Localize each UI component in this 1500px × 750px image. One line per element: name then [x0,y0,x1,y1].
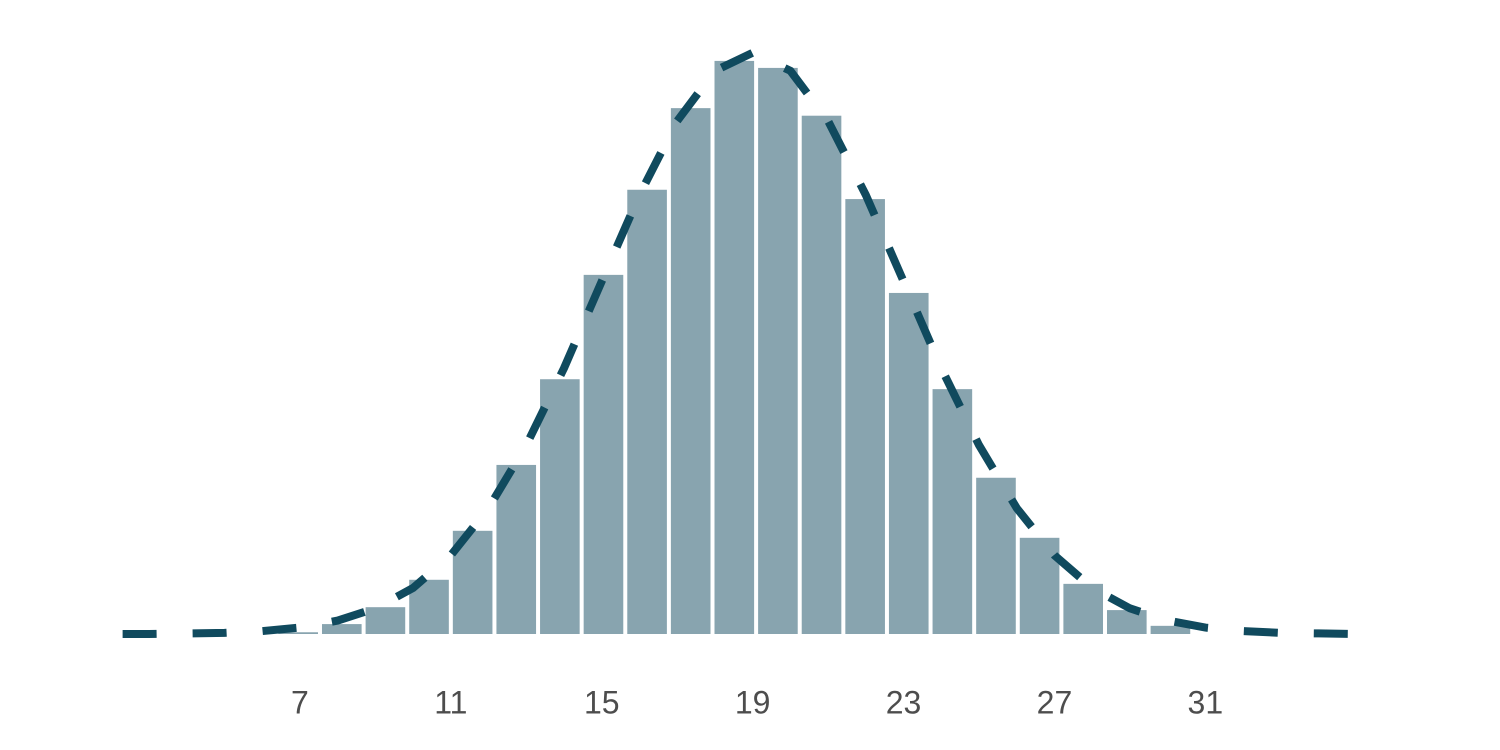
bar [888,292,929,634]
bar [1150,625,1191,634]
bar [321,624,362,634]
bar [278,632,318,634]
bar [670,108,711,634]
x-tick-label: 27 [1037,684,1073,720]
x-tick-label: 15 [584,684,620,720]
bar [583,274,624,634]
bar [714,60,755,634]
bar [540,379,580,634]
bar [496,464,537,634]
x-tick-label: 23 [886,684,922,720]
bar [845,199,885,634]
x-tick-label: 11 [434,684,467,720]
bar [365,607,406,634]
bar [1063,583,1104,634]
bar [1107,610,1147,634]
bar [1019,537,1060,634]
x-tick-label: 7 [291,684,309,720]
bar [932,389,973,634]
bar [976,477,1016,634]
bar [801,115,842,634]
bar [758,67,798,635]
bar [627,189,667,634]
x-tick-label: 31 [1188,684,1224,720]
x-tick-label: 19 [735,684,771,720]
density-curve [122,48,1376,638]
